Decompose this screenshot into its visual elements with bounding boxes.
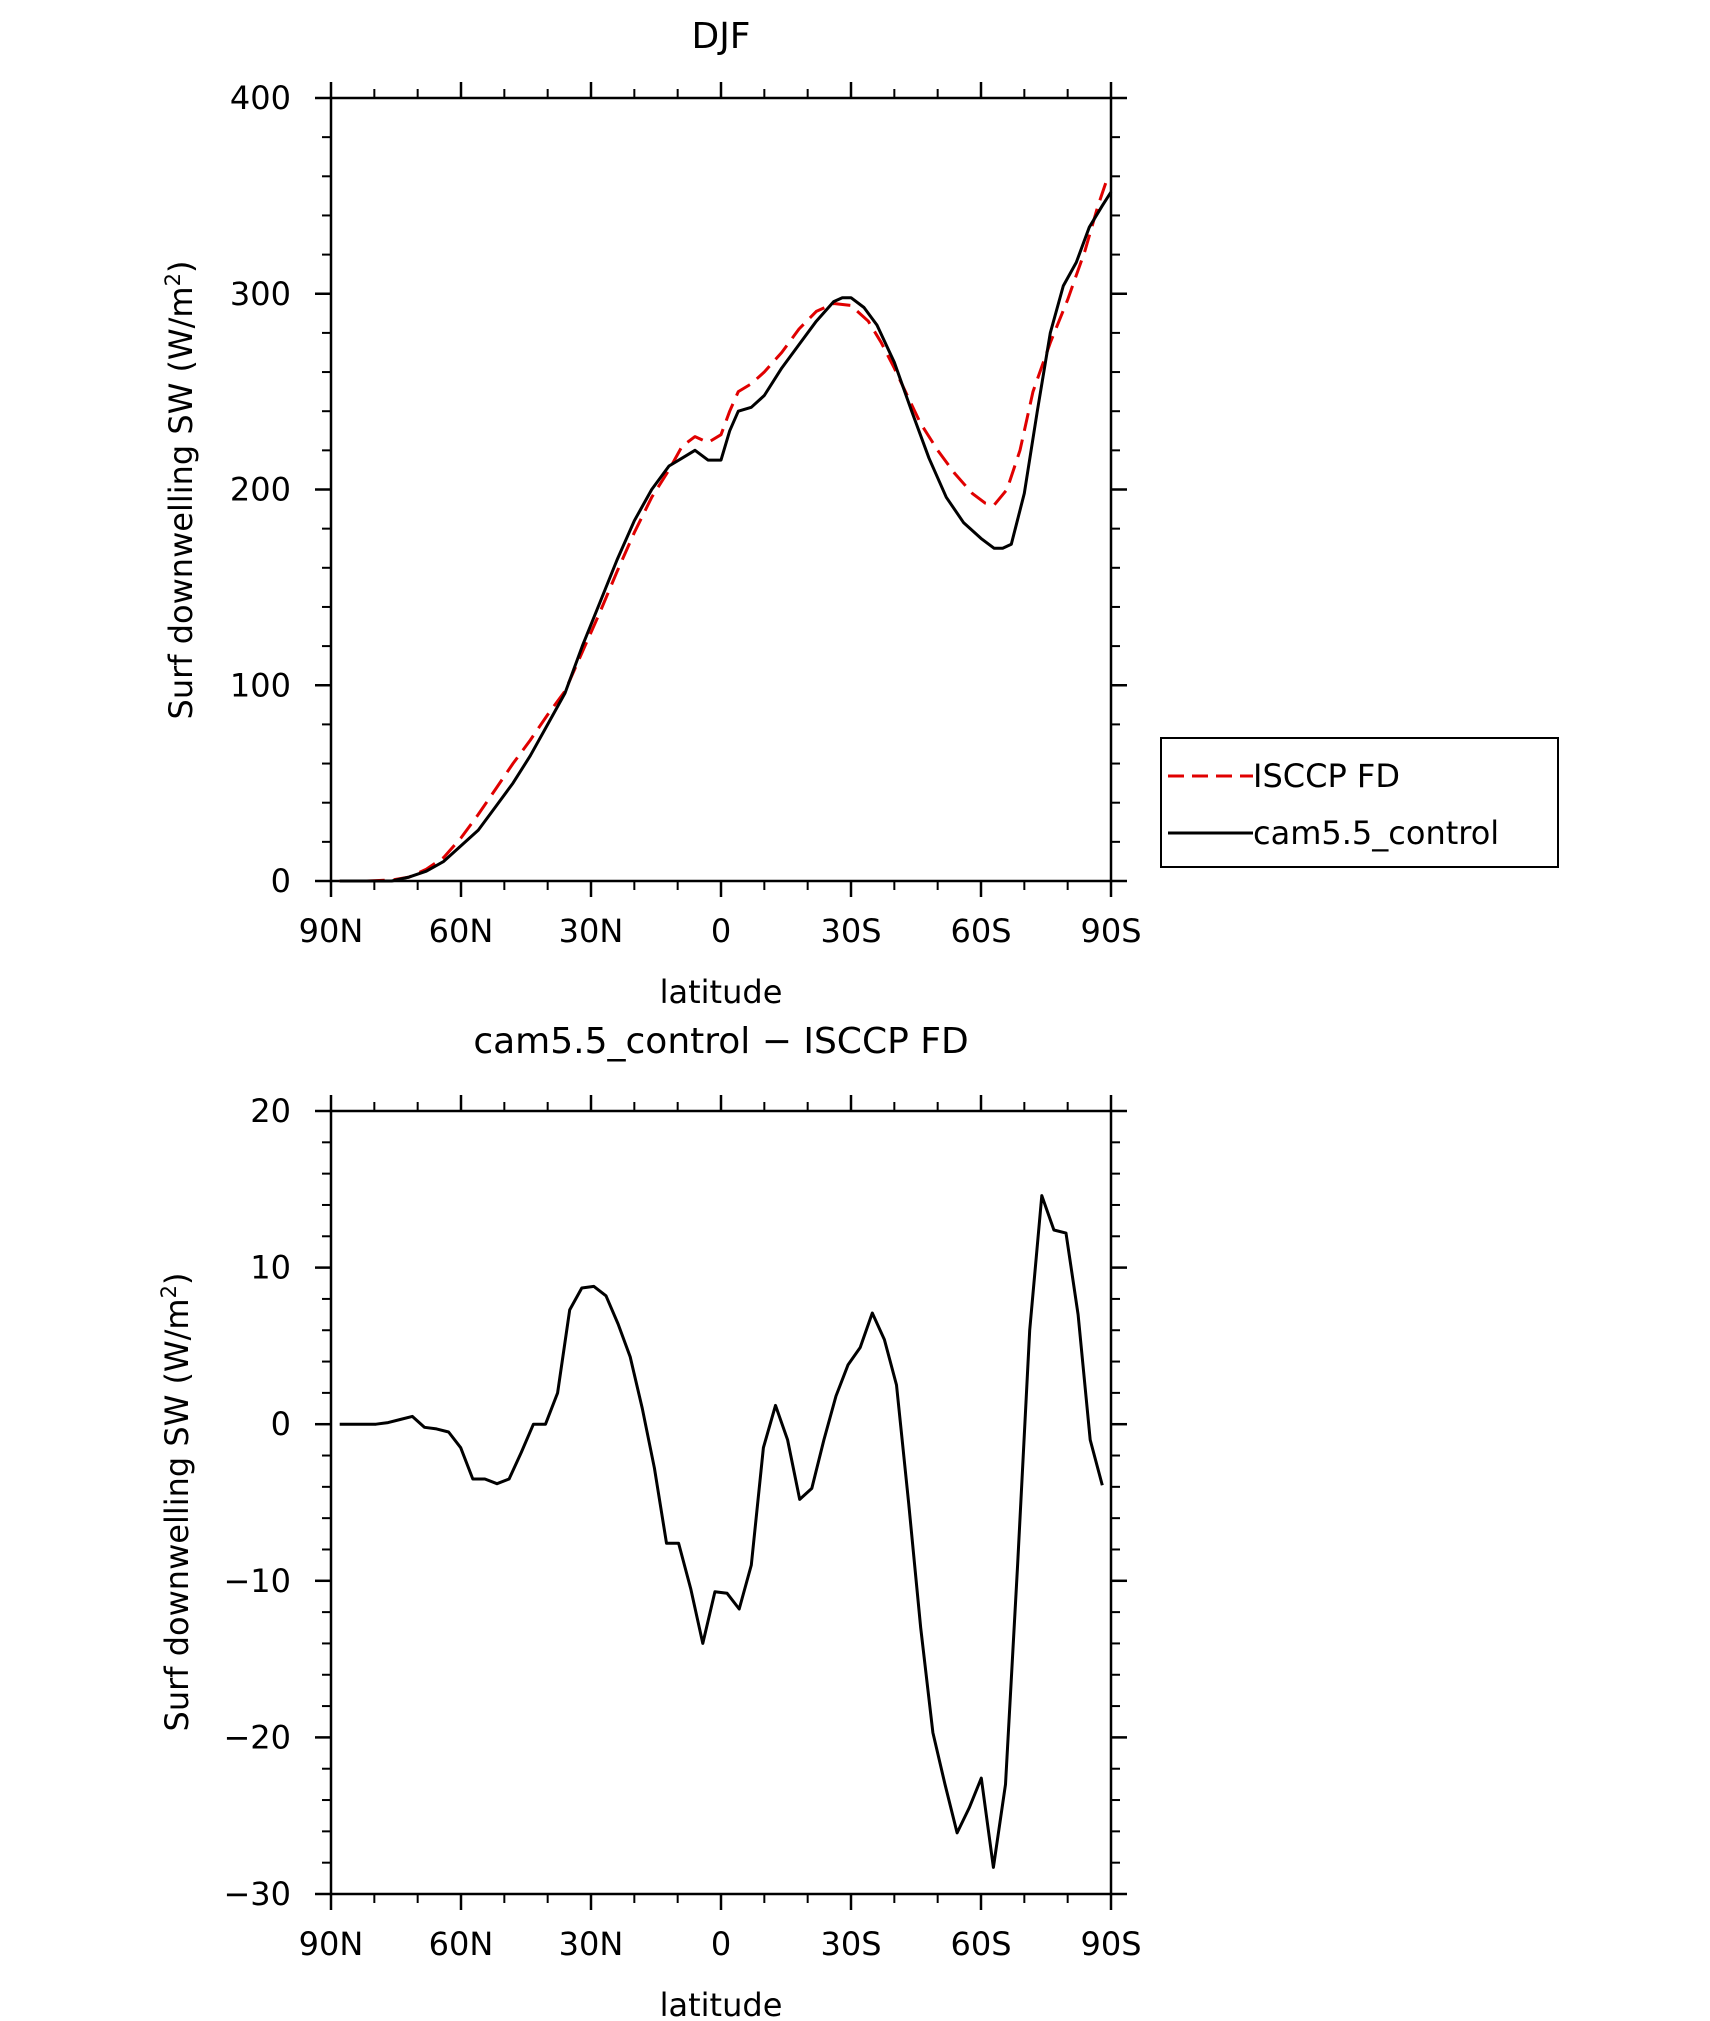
legend-label-isccp: ISCCP FD <box>1253 757 1400 795</box>
top-plot-frame <box>329 96 1113 883</box>
bottom-x-axis-label: latitude <box>660 1986 783 2021</box>
x-tick-label: 30N <box>559 1925 624 1963</box>
y-tick-label: −20 <box>223 1718 291 1756</box>
y-tick-label: 100 <box>230 666 291 704</box>
x-tick-label: 30S <box>820 912 881 950</box>
bottom-series-lines <box>339 1194 1104 1869</box>
bottom-plot-frame <box>329 1109 1113 1896</box>
bottom-y-axis-label-sup: 2 <box>157 1285 181 1298</box>
top-axis-ticks: 90N 60N 30N 0 30S 60S 90S 0 100 200 300 400 <box>230 79 1142 950</box>
top-chart-title: DJF <box>691 16 750 57</box>
x-tick-label: 90S <box>1080 1925 1141 1963</box>
x-tick-label: 0 <box>711 912 731 950</box>
x-tick-label: 90S <box>1080 912 1141 950</box>
bottom-panel-difference: cam5.5_control − ISCCP FD 90N 60N 30N 0 30S 6… <box>157 1021 1142 2021</box>
y-tick-label: −10 <box>223 1562 291 1600</box>
x-tick-label: 60S <box>950 1925 1011 1963</box>
bottom-y-axis-label: Surf downwelling SW (W/m2) <box>157 1273 196 1732</box>
y-tick-label: 20 <box>250 1092 291 1130</box>
top-y-axis-label-main: Surf downwelling SW (W/m <box>162 286 200 719</box>
x-tick-label: 90N <box>299 1925 364 1963</box>
y-tick-label: 0 <box>271 862 291 900</box>
x-tick-label: 30N <box>559 912 624 950</box>
top-y-axis-label-close: ) <box>162 261 200 273</box>
y-tick-label: 200 <box>230 471 291 509</box>
bottom-axis-ticks: 90N 60N 30N 0 30S 60S 90S −30 −20 −10 0 10 20 <box>223 1092 1141 1963</box>
series-line-isccp-fd <box>339 179 1109 883</box>
legend-box <box>1160 737 1559 868</box>
legend-label-cam: cam5.5_control <box>1253 814 1499 852</box>
top-panel-djf: DJF 90N 60N 30N 0 30S 60S 90S 0 100 200 300 400 lat… <box>161 16 1559 1011</box>
series-line-cam5-5-control <box>339 191 1113 883</box>
x-tick-label: 60N <box>429 912 494 950</box>
top-y-axis-label-sup: 2 <box>161 273 185 286</box>
y-tick-label: 400 <box>230 79 291 117</box>
legend: ISCCP FD cam5.5_control <box>1160 737 1559 868</box>
bottom-y-axis-label-close: ) <box>158 1273 196 1285</box>
bottom-y-axis-label-main: Surf downwelling SW (W/m <box>158 1298 196 1731</box>
top-x-axis-label: latitude <box>660 973 783 1011</box>
x-tick-label: 60N <box>429 1925 494 1963</box>
y-tick-label: −30 <box>223 1875 291 1913</box>
top-y-axis-label: Surf downwelling SW (W/m2) <box>161 261 200 720</box>
bottom-chart-title: cam5.5_control − ISCCP FD <box>473 1021 968 1062</box>
series-line-difference <box>339 1194 1104 1869</box>
y-tick-label: 0 <box>271 1405 291 1443</box>
top-series-lines <box>339 179 1113 883</box>
x-tick-label: 0 <box>711 1925 731 1963</box>
x-tick-label: 60S <box>950 912 1011 950</box>
x-tick-label: 90N <box>299 912 364 950</box>
y-tick-label: 300 <box>230 275 291 313</box>
x-tick-label: 30S <box>820 1925 881 1963</box>
y-tick-label: 10 <box>250 1249 291 1287</box>
